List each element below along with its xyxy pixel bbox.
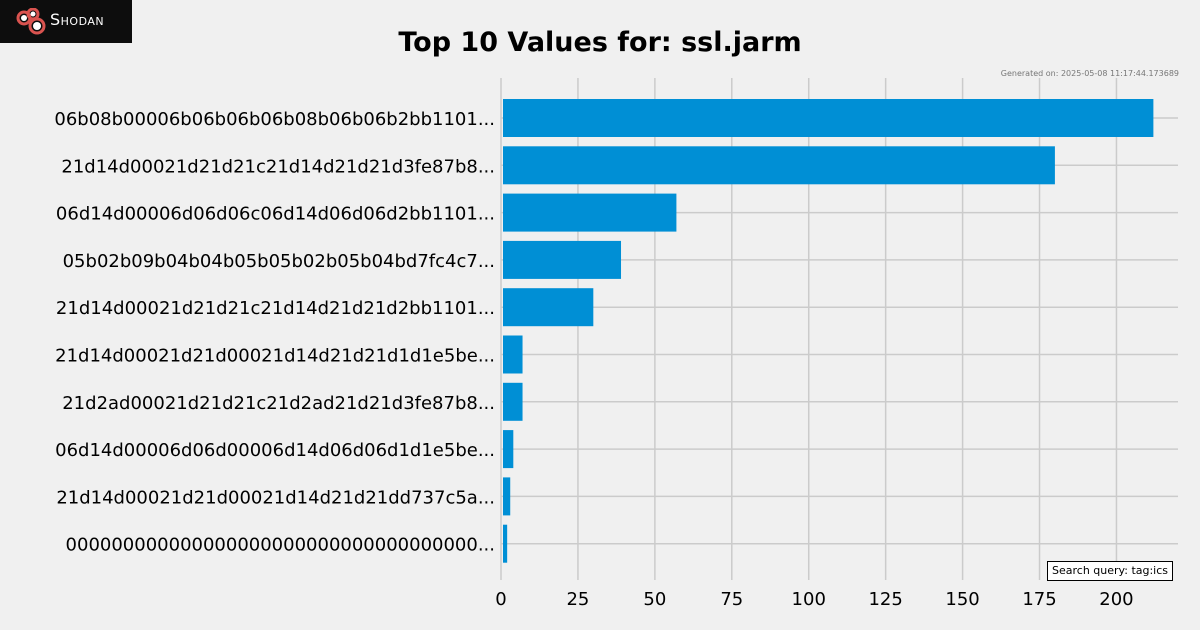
y-category-label: 21d2ad00021d21d21c21d2ad21d21d3fe87b8... xyxy=(62,393,495,414)
bar xyxy=(503,99,1154,137)
bar xyxy=(503,335,523,374)
y-category-label: 06d14d00006d06d00006d14d06d06d1d1e5be... xyxy=(55,440,495,461)
x-tick-label: 100 xyxy=(792,589,826,610)
x-tick-label: 200 xyxy=(1099,589,1133,610)
y-category-label: 21d14d00021d21d21c21d14d21d21d3fe87b8... xyxy=(61,156,495,177)
generated-timestamp: Generated on: 2025-05-08 11:17:44.173689 xyxy=(1000,69,1179,78)
shodan-logo[interactable]: Shodan xyxy=(0,0,132,43)
search-query-label: Search query: tag:ics xyxy=(1047,561,1174,581)
bar xyxy=(503,524,508,563)
x-tick-label: 125 xyxy=(868,589,902,610)
bar xyxy=(503,146,1055,185)
y-category-label: 21d14d00021d21d00021d14d21d21dd737c5a... xyxy=(56,487,495,508)
x-tick-label: 25 xyxy=(566,589,589,610)
y-category-label: 000000000000000000000000000000000000... xyxy=(66,535,495,556)
y-category-label: 06d14d00006d06d06c06d14d06d06d2bb1101... xyxy=(56,204,495,225)
bar xyxy=(503,430,514,469)
y-category-label: 21d14d00021d21d21c21d14d21d21d2bb1101... xyxy=(56,298,495,319)
chart-title: Top 10 Values for: ssl.jarm xyxy=(398,27,802,58)
x-tick-label: 0 xyxy=(495,589,506,610)
bar xyxy=(503,193,677,232)
shodan-logo-icon xyxy=(16,8,46,35)
bar xyxy=(503,477,511,516)
y-category-label: 06b08b00006b06b06b06b08b06b06b2bb1101... xyxy=(54,109,495,130)
bar xyxy=(503,382,523,421)
y-category-label: 05b02b09b04b04b05b05b02b05b04bd7fc4c7... xyxy=(63,251,495,272)
x-tick-label: 175 xyxy=(1022,589,1056,610)
x-tick-label: 50 xyxy=(643,589,666,610)
x-tick-label: 150 xyxy=(945,589,979,610)
y-category-label: 21d14d00021d21d00021d14d21d21d1d1e5be... xyxy=(55,346,495,367)
logo-text: Shodan xyxy=(50,10,105,29)
bar xyxy=(503,288,594,327)
bar xyxy=(503,240,622,279)
x-tick-label: 75 xyxy=(720,589,743,610)
